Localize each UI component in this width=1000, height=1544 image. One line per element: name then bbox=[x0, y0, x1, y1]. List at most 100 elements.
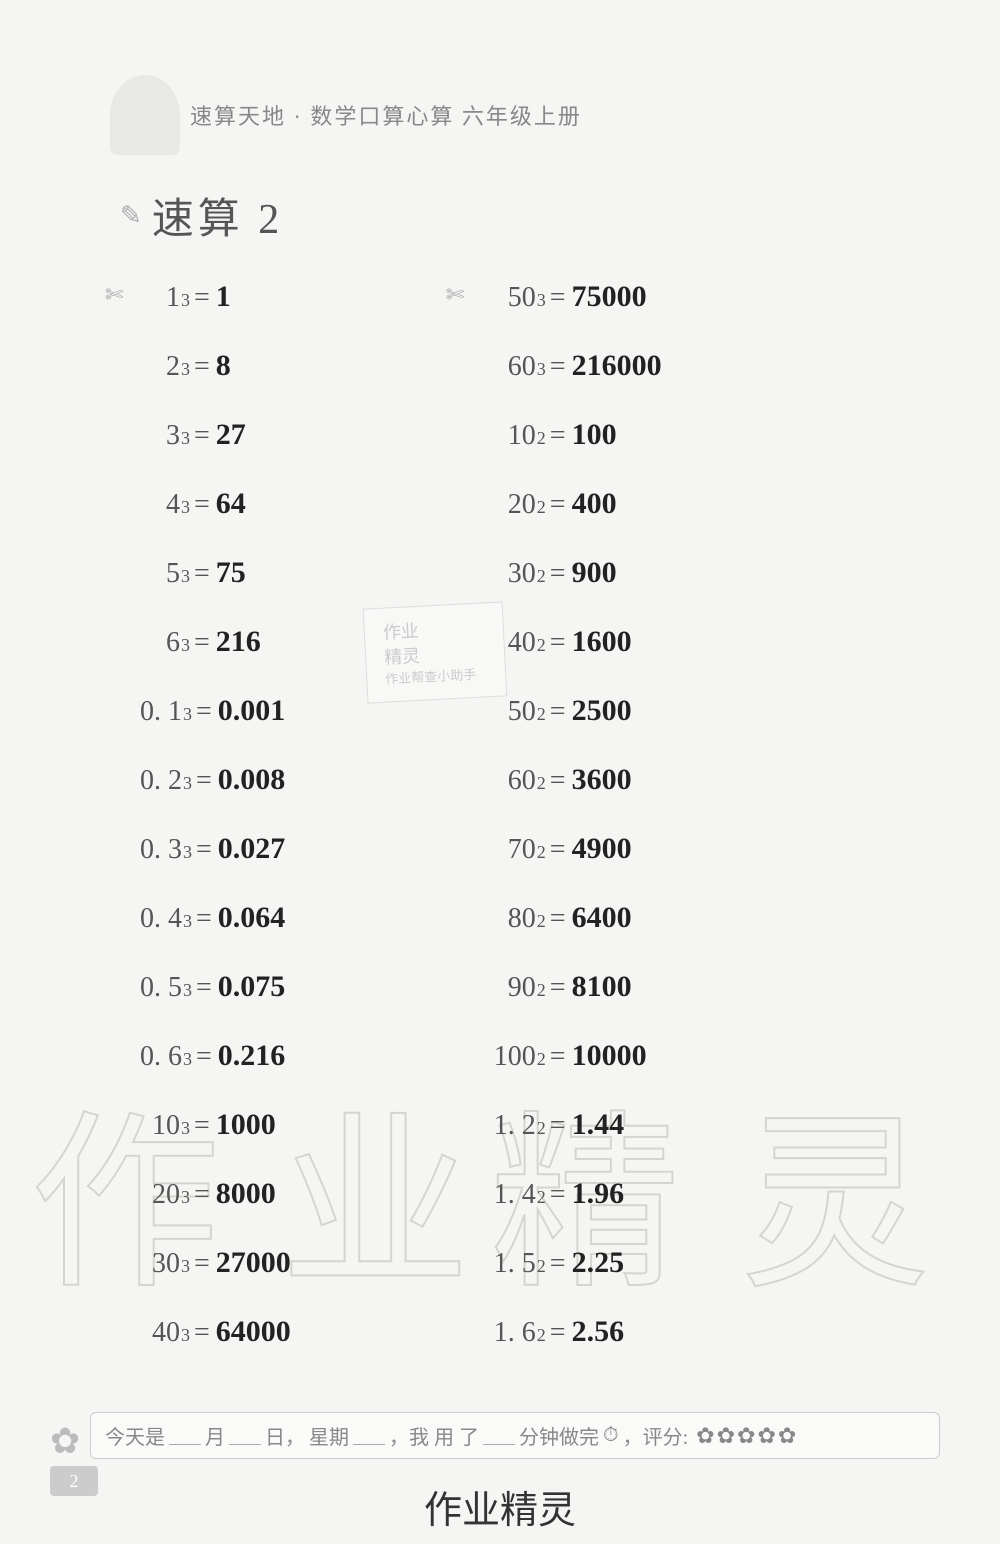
equals-sign: = bbox=[194, 420, 210, 452]
equals-sign: = bbox=[550, 489, 566, 521]
problem-base: 1. 4 bbox=[481, 1179, 536, 1211]
problem-exponent: 3 bbox=[183, 842, 192, 863]
problem-exponent: 2 bbox=[537, 980, 546, 1001]
blank-minutes[interactable] bbox=[483, 1427, 515, 1445]
problem-answer: 75 bbox=[216, 556, 246, 590]
problem-answer: 1 bbox=[216, 280, 231, 314]
problem-answer: 2.25 bbox=[572, 1246, 625, 1280]
problem-exponent: 3 bbox=[181, 635, 190, 656]
blank-day[interactable] bbox=[229, 1427, 261, 1445]
header-text: 速算天地 · 数学口算心算 六年级上册 bbox=[190, 99, 582, 131]
problem-exponent: 2 bbox=[537, 1187, 546, 1208]
problem-row: 1. 22=1.44 bbox=[481, 1108, 662, 1148]
problem-row: 1. 42=1.96 bbox=[481, 1177, 662, 1217]
problem-exponent: 2 bbox=[537, 1118, 546, 1139]
equals-sign: = bbox=[196, 972, 212, 1004]
equals-sign: = bbox=[194, 1317, 210, 1349]
footer-text: ，评分: bbox=[623, 1421, 689, 1450]
problem-exponent: 2 bbox=[537, 566, 546, 587]
pencil-icon: ✎ bbox=[120, 201, 142, 231]
problem-row: 702=4900 bbox=[481, 832, 662, 872]
equals-sign: = bbox=[196, 1041, 212, 1073]
equals-sign: = bbox=[550, 903, 566, 935]
equals-sign: = bbox=[550, 765, 566, 797]
problem-answer: 64 bbox=[216, 487, 246, 521]
problem-row: 0. 13=0.001 bbox=[140, 694, 291, 734]
problem-answer: 8000 bbox=[216, 1177, 276, 1211]
problem-row: 302=900 bbox=[481, 556, 662, 596]
problem-base: 60 bbox=[481, 765, 536, 797]
problem-base: 50 bbox=[481, 696, 536, 728]
equals-sign: = bbox=[550, 627, 566, 659]
problem-answer: 0.027 bbox=[218, 832, 286, 866]
problem-exponent: 3 bbox=[181, 1256, 190, 1277]
problem-base: 10 bbox=[481, 420, 536, 452]
problem-row: 0. 53=0.075 bbox=[140, 970, 291, 1010]
problem-row: 902=8100 bbox=[481, 970, 662, 1010]
equals-sign: = bbox=[550, 1179, 566, 1211]
problem-exponent: 2 bbox=[537, 911, 546, 932]
problem-answer: 1600 bbox=[572, 625, 632, 659]
problem-answer: 2.56 bbox=[572, 1315, 625, 1349]
mascot-icon bbox=[110, 75, 180, 155]
equals-sign: = bbox=[550, 1110, 566, 1142]
equals-sign: = bbox=[550, 696, 566, 728]
problem-answer: 216 bbox=[216, 625, 261, 659]
equals-sign: = bbox=[550, 972, 566, 1004]
equals-sign: = bbox=[550, 834, 566, 866]
problem-answer: 0.216 bbox=[218, 1039, 286, 1073]
rating-stars[interactable]: ✿✿✿✿✿ bbox=[696, 1423, 798, 1449]
problems-column-left: ✄13=123=833=2743=6453=7563=2160. 13=0.00… bbox=[140, 280, 291, 1355]
problem-exponent: 3 bbox=[181, 566, 190, 587]
problem-exponent: 2 bbox=[537, 497, 546, 518]
problem-exponent: 3 bbox=[183, 911, 192, 932]
problem-exponent: 2 bbox=[537, 1049, 546, 1070]
problem-answer: 64000 bbox=[216, 1315, 291, 1349]
problem-answer: 4900 bbox=[572, 832, 632, 866]
problem-answer: 0.075 bbox=[218, 970, 286, 1004]
dragonfly-icon: ✄ bbox=[105, 282, 123, 308]
problem-row: 43=64 bbox=[140, 487, 291, 527]
problem-row: 33=27 bbox=[140, 418, 291, 458]
problem-exponent: 3 bbox=[181, 290, 190, 311]
problem-answer: 0.008 bbox=[218, 763, 286, 797]
problem-row: 602=3600 bbox=[481, 763, 662, 803]
problem-answer: 400 bbox=[572, 487, 617, 521]
problem-base: 1 bbox=[140, 282, 180, 314]
problem-answer: 0.001 bbox=[218, 694, 286, 728]
problem-row: 202=400 bbox=[481, 487, 662, 527]
blank-month[interactable] bbox=[169, 1427, 201, 1445]
problem-row: 102=100 bbox=[481, 418, 662, 458]
problem-base: 10 bbox=[140, 1110, 180, 1142]
equals-sign: = bbox=[196, 696, 212, 728]
problem-row: ✄13=1 bbox=[140, 280, 291, 320]
equals-sign: = bbox=[194, 1110, 210, 1142]
problem-exponent: 3 bbox=[183, 980, 192, 1001]
problem-base: 80 bbox=[481, 903, 536, 935]
problem-base: 0. 4 bbox=[140, 903, 182, 935]
problem-exponent: 2 bbox=[537, 428, 546, 449]
problem-row: 1002=10000 bbox=[481, 1039, 662, 1079]
blank-weekday[interactable] bbox=[353, 1427, 385, 1445]
footer-text: 分钟做完 bbox=[519, 1421, 599, 1450]
problem-exponent: 3 bbox=[183, 1049, 192, 1070]
problem-exponent: 3 bbox=[181, 428, 190, 449]
problem-exponent: 3 bbox=[183, 704, 192, 725]
problem-answer: 10000 bbox=[572, 1039, 647, 1073]
problem-row: 1. 62=2.56 bbox=[481, 1315, 662, 1355]
problem-row: 0. 63=0.216 bbox=[140, 1039, 291, 1079]
footer-text: 今天是 bbox=[105, 1421, 165, 1450]
problem-answer: 1000 bbox=[216, 1108, 276, 1142]
page-title: 速算 2 bbox=[152, 185, 284, 246]
problem-answer: 100 bbox=[572, 418, 617, 452]
problem-row: 203=8000 bbox=[140, 1177, 291, 1217]
problem-exponent: 3 bbox=[181, 1118, 190, 1139]
problem-base: 1. 2 bbox=[481, 1110, 536, 1142]
footer-text: 星期 bbox=[309, 1421, 349, 1450]
dragonfly-icon: ✄ bbox=[446, 282, 464, 308]
footer-text: 日， bbox=[265, 1421, 305, 1450]
problem-row: 403=64000 bbox=[140, 1315, 291, 1355]
equals-sign: = bbox=[194, 1179, 210, 1211]
equals-sign: = bbox=[550, 1248, 566, 1280]
problem-exponent: 3 bbox=[183, 773, 192, 794]
